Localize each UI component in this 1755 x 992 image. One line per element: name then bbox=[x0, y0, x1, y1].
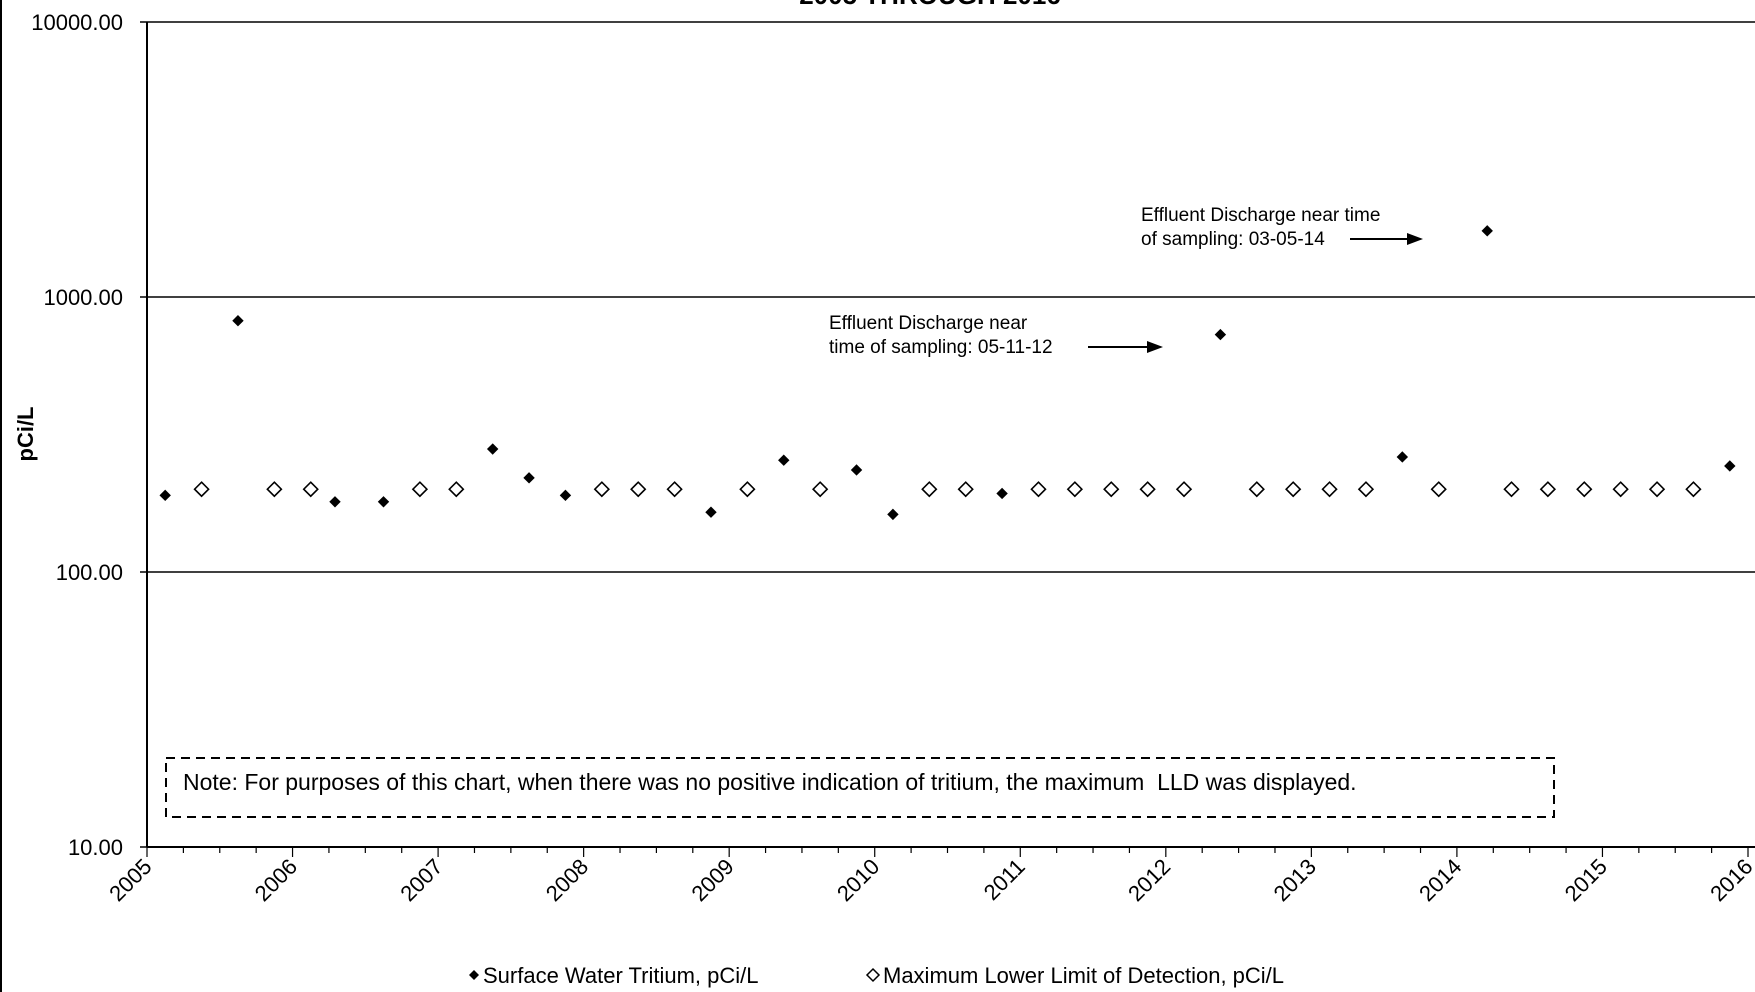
data-points bbox=[159, 225, 1736, 521]
surface-water-tritium-point bbox=[1481, 225, 1493, 237]
surface-water-tritium-point bbox=[523, 472, 535, 484]
x-tick-label: 2006 bbox=[250, 854, 302, 906]
y-tick-label: 10.00 bbox=[68, 835, 123, 860]
lld-point bbox=[1103, 481, 1120, 498]
lld-point bbox=[957, 481, 974, 498]
y-tick-label: 1000.00 bbox=[43, 285, 123, 310]
lld-point bbox=[812, 481, 829, 498]
annotation-text: time of sampling: 05-11-12 bbox=[829, 337, 1053, 358]
legend: Surface Water Tritium, pCi/L Maximum Low… bbox=[469, 963, 1284, 988]
legend-open-diamond-icon bbox=[865, 967, 881, 983]
surface-water-tritium-point bbox=[850, 464, 863, 476]
surface-water-tritium-point bbox=[1724, 460, 1736, 472]
lld-point bbox=[1248, 481, 1265, 498]
x-tick-label: 2014 bbox=[1414, 854, 1466, 906]
note-box bbox=[165, 757, 1555, 818]
x-tick-labels: 2005 2006 2007 2008 2009 2010 2011 2012 2013 2014… bbox=[104, 847, 1755, 906]
lld-point bbox=[630, 481, 647, 498]
surface-water-tritium-point bbox=[486, 443, 499, 455]
annotation-text: Effluent Discharge near time bbox=[1141, 205, 1380, 226]
x-tick-label: 2015 bbox=[1560, 854, 1612, 906]
x-tick-label: 2008 bbox=[541, 854, 593, 906]
lld-point bbox=[1648, 481, 1666, 498]
annotation-1: Effluent Discharge near time of sampling:… bbox=[829, 313, 1163, 358]
annotation-2: Effluent Discharge near time of sampling:… bbox=[1141, 205, 1423, 250]
surface-water-tritium-point bbox=[232, 314, 244, 327]
x-tick-label: 2011 bbox=[979, 854, 1030, 905]
surface-water-tritium-point bbox=[996, 487, 1008, 500]
y-tick-labels: 10000.00 1000.00 100.00 10.00 bbox=[31, 10, 147, 860]
legend-label-surface-water: Surface Water Tritium, pCi/L bbox=[483, 963, 758, 988]
lld-point bbox=[1685, 481, 1702, 498]
arrowhead-icon bbox=[1147, 341, 1163, 353]
lld-point bbox=[302, 481, 319, 498]
lld-point bbox=[1285, 481, 1302, 498]
lld-point bbox=[1539, 481, 1557, 498]
x-tick-label: 2013 bbox=[1269, 854, 1321, 906]
lld-point bbox=[1357, 481, 1375, 498]
annotation-text: Effluent Discharge near bbox=[829, 313, 1028, 334]
legend-filled-diamond-icon bbox=[469, 970, 479, 980]
lld-point bbox=[921, 481, 938, 498]
y-axis-label: pCi/L bbox=[13, 407, 38, 462]
surface-water-tritium-point bbox=[778, 454, 790, 466]
lld-point bbox=[1139, 481, 1156, 498]
surface-water-tritium-point bbox=[329, 496, 341, 508]
lld-point bbox=[666, 481, 683, 498]
arrowhead-icon bbox=[1407, 233, 1423, 245]
legend-label-lld: Maximum Lower Limit of Detection, pCi/L bbox=[883, 963, 1284, 988]
surface-water-tritium-point bbox=[705, 506, 717, 518]
lld-point bbox=[1321, 481, 1338, 498]
lld-point bbox=[411, 481, 429, 498]
x-tick-label: 2010 bbox=[832, 854, 884, 906]
surface-water-tritium-point bbox=[559, 489, 572, 502]
x-tick-label: 2009 bbox=[686, 854, 738, 906]
lld-point bbox=[193, 481, 210, 498]
surface-water-tritium-point bbox=[1214, 328, 1227, 341]
lld-point bbox=[1430, 481, 1447, 498]
y-tick-label: 100.00 bbox=[56, 560, 123, 585]
surface-water-tritium-point bbox=[1396, 451, 1409, 463]
chart-title: 2005 THROUGH 2016 bbox=[799, 0, 1061, 10]
legend-item-lld: Maximum Lower Limit of Detection, pCi/L bbox=[865, 963, 1284, 988]
legend-item-surface-water: Surface Water Tritium, pCi/L bbox=[469, 963, 758, 988]
surface-water-tritium-point bbox=[159, 489, 171, 502]
lld-point bbox=[1030, 481, 1047, 498]
annotation-text: of sampling: 03-05-14 bbox=[1141, 229, 1325, 250]
note-text: Note: For purposes of this chart, when t… bbox=[183, 769, 1357, 795]
gridlines bbox=[147, 21, 1755, 573]
y-tick-label: 10000.00 bbox=[31, 10, 123, 35]
lld-point bbox=[593, 481, 610, 498]
x-tick-label: 2005 bbox=[104, 854, 156, 906]
lld-point bbox=[1066, 481, 1083, 498]
annotations: Effluent Discharge near time of sampling:… bbox=[829, 205, 1423, 358]
x-tick-label: 2016 bbox=[1705, 854, 1755, 906]
lld-point bbox=[739, 481, 756, 498]
lld-point bbox=[448, 481, 465, 498]
lld-point bbox=[1175, 481, 1193, 498]
lld-point bbox=[266, 481, 283, 498]
x-tick-label: 2007 bbox=[395, 854, 447, 906]
lld-point bbox=[1612, 481, 1629, 498]
surface-water-tritium-point bbox=[887, 508, 899, 521]
lld-point bbox=[1503, 481, 1520, 498]
lld-point bbox=[1576, 481, 1593, 498]
x-tick-label: 2012 bbox=[1123, 854, 1175, 906]
surface-water-tritium-point bbox=[377, 496, 390, 508]
